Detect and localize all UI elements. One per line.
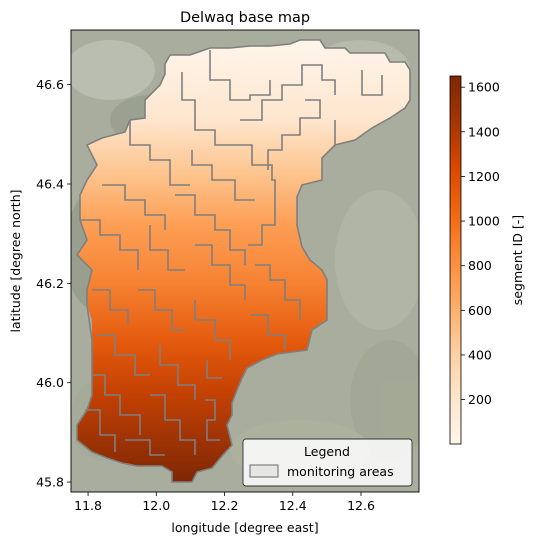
legend-title: Legend: [304, 444, 350, 459]
colorbar-tick-label: 400: [468, 347, 492, 362]
chart-title: Delwaq base map: [180, 10, 310, 26]
map-axes: 11.8 12.0 12.2 12.4 12.6 45.8 46.0 46.2 46.4 46.…: [36, 29, 420, 513]
catchment-segments: [77, 40, 410, 482]
legend-entry-monitoring-areas: monitoring areas: [287, 464, 394, 479]
y-tick-label: 46.2: [36, 276, 64, 291]
colorbar: 200 400 600 800 1000 1200 1400 1600 segment ID …: [449, 75, 525, 445]
y-tick-label: 46.4: [36, 177, 64, 192]
x-tick-label: 12.6: [347, 498, 375, 513]
x-axis: 11.8 12.0 12.2 12.4 12.6: [74, 492, 375, 513]
legend-swatch-monitoring-areas: [249, 464, 279, 478]
colorbar-tick-label: 1200: [468, 169, 500, 184]
y-axis: 45.8 46.0 46.2 46.4 46.6: [36, 77, 71, 490]
y-tick-label: 45.8: [36, 475, 64, 490]
colorbar-gradient: [449, 75, 462, 445]
colorbar-tick-label: 1600: [468, 80, 500, 95]
colorbar-tick-label: 1400: [468, 124, 500, 139]
colorbar-label: segment ID [-]: [510, 215, 525, 305]
colorbar-tick-label: 200: [468, 392, 492, 407]
y-tick-label: 46.6: [36, 77, 64, 92]
x-axis-label: longitude [degree east]: [171, 520, 318, 535]
colorbar-tick-label: 1000: [468, 214, 500, 229]
x-tick-label: 11.8: [74, 498, 102, 513]
legend-box: [242, 438, 413, 487]
axes-frame: [70, 29, 420, 493]
colorbar-ticks: 200 400 600 800 1000 1200 1400 1600: [461, 80, 500, 407]
monitoring-area-outlines: [75, 39, 411, 483]
y-axis-label: latitude [degree north]: [8, 190, 23, 333]
colorbar-tick-label: 600: [468, 303, 492, 318]
x-tick-label: 12.4: [279, 498, 307, 513]
y-tick-label: 46.0: [36, 375, 64, 390]
x-tick-label: 12.0: [142, 498, 170, 513]
legend: Legend monitoring areas: [242, 438, 413, 487]
x-tick-label: 12.2: [211, 498, 239, 513]
colorbar-tick-label: 800: [468, 258, 492, 273]
